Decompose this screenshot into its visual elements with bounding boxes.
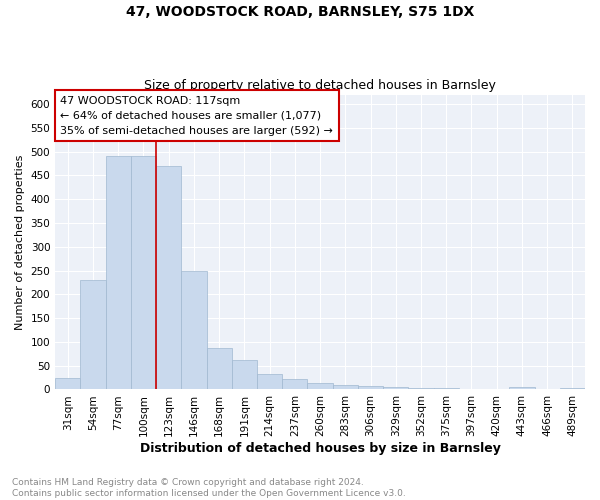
- Bar: [181, 272, 206, 390]
- Text: Contains HM Land Registry data © Crown copyright and database right 2024.
Contai: Contains HM Land Registry data © Crown c…: [12, 478, 406, 498]
- Bar: [332, 384, 358, 390]
- Bar: [55, 378, 80, 390]
- Bar: [307, 384, 332, 390]
- Y-axis label: Number of detached properties: Number of detached properties: [15, 154, 25, 330]
- Title: Size of property relative to detached houses in Barnsley: Size of property relative to detached ho…: [144, 79, 496, 92]
- Bar: [383, 387, 409, 390]
- Bar: [282, 379, 307, 390]
- Bar: [560, 388, 585, 390]
- X-axis label: Distribution of detached houses by size in Barnsley: Distribution of detached houses by size …: [140, 442, 500, 455]
- Bar: [409, 388, 434, 390]
- Bar: [358, 386, 383, 390]
- Bar: [106, 156, 131, 390]
- Bar: [131, 156, 156, 390]
- Bar: [459, 388, 484, 390]
- Bar: [434, 388, 459, 390]
- Bar: [257, 374, 282, 390]
- Bar: [232, 360, 257, 390]
- Bar: [509, 387, 535, 390]
- Bar: [80, 280, 106, 390]
- Bar: [156, 166, 181, 390]
- Bar: [206, 348, 232, 390]
- Text: 47 WOODSTOCK ROAD: 117sqm
← 64% of detached houses are smaller (1,077)
35% of se: 47 WOODSTOCK ROAD: 117sqm ← 64% of detac…: [61, 96, 334, 136]
- Text: 47, WOODSTOCK ROAD, BARNSLEY, S75 1DX: 47, WOODSTOCK ROAD, BARNSLEY, S75 1DX: [126, 5, 474, 19]
